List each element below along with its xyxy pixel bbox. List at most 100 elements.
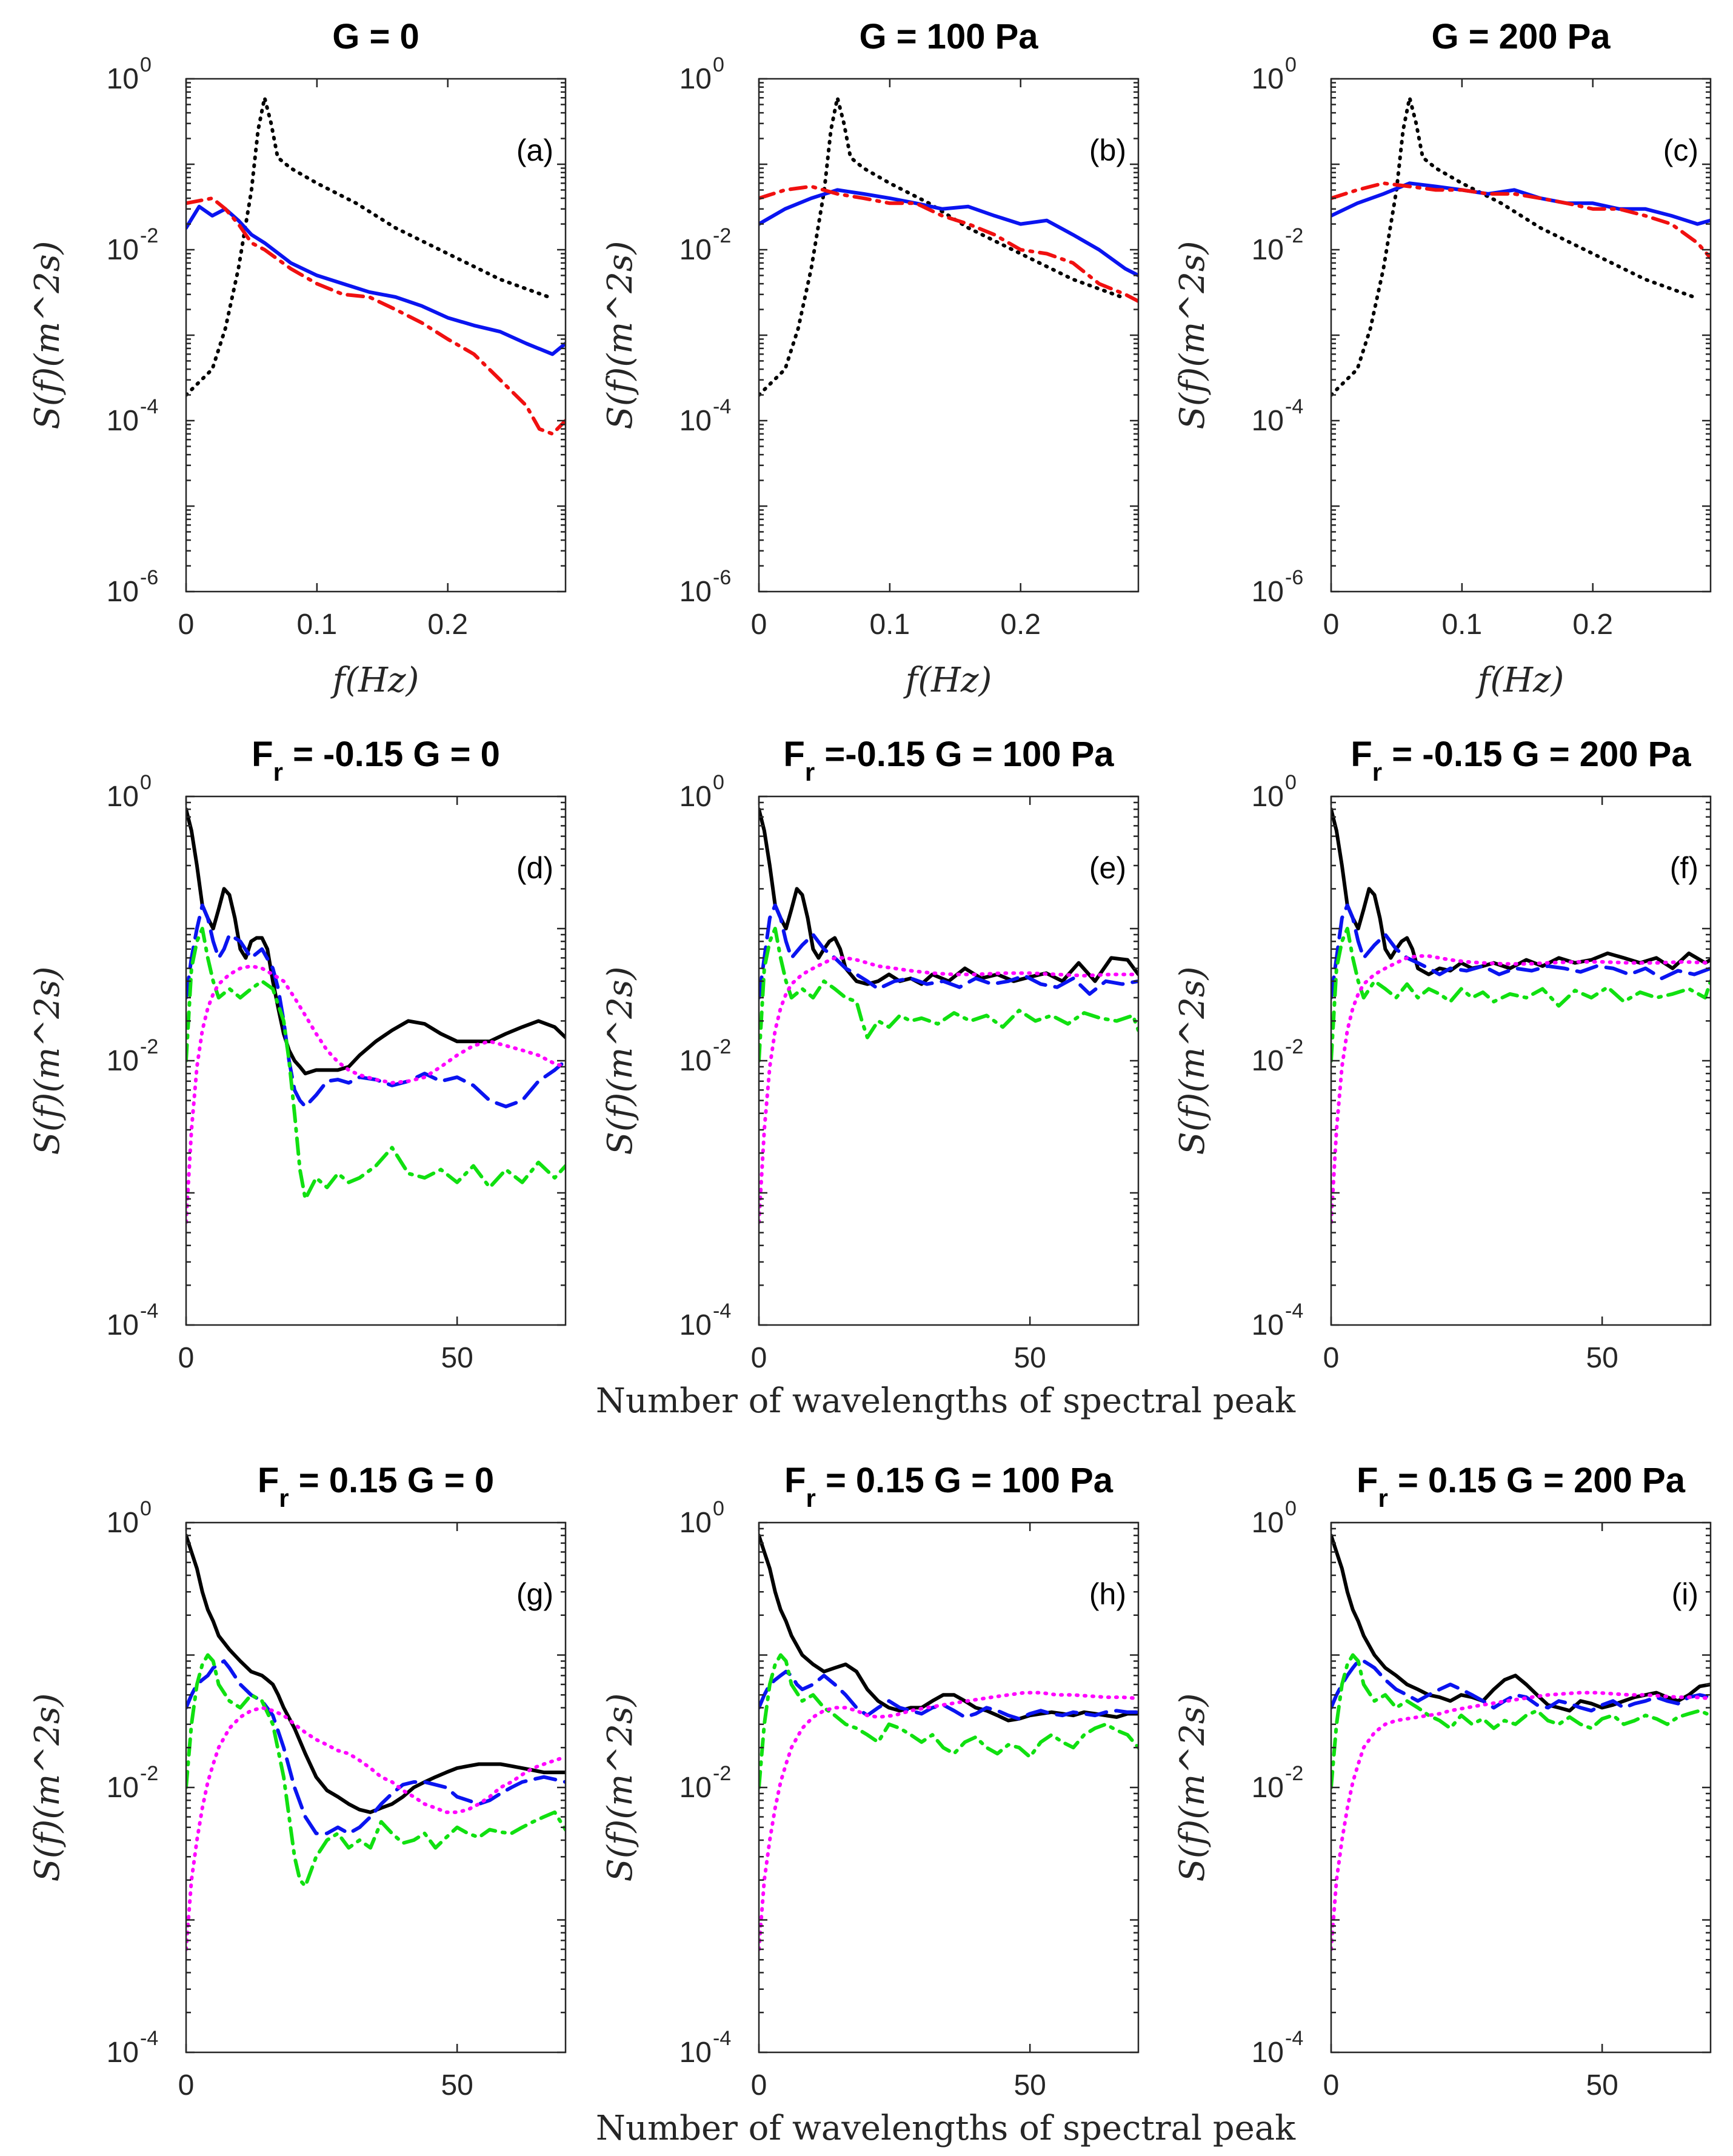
- series-line-magenta-dotted: [1331, 1690, 1711, 1951]
- series-line-blue-dashed: [1331, 1659, 1711, 1713]
- series-group: [759, 807, 1138, 1224]
- plot-frame: [185, 795, 567, 1326]
- y-tick-exponent: 0: [140, 1497, 152, 1520]
- y-tick-exponent: -6: [140, 566, 158, 589]
- x-axis-label: f(Hz): [1475, 661, 1564, 700]
- y-tick-label: 10: [1252, 1309, 1284, 1341]
- series-line-blue-dashed: [759, 1669, 1138, 1721]
- panel-label: (h): [1089, 1577, 1126, 1611]
- series-line-blue-dashed: [186, 1659, 566, 1835]
- x-axis-label: f(Hz): [903, 661, 992, 700]
- y-tick-exponent: -4: [713, 395, 731, 418]
- x-tick-label: 0: [751, 609, 767, 641]
- panel-label: (c): [1663, 133, 1698, 167]
- series-line-red-dash-dot: [759, 184, 1138, 303]
- y-axis-label: S(f)(m^2s): [1173, 967, 1212, 1155]
- y-tick-label: 10: [680, 576, 712, 608]
- series-line-green-dash-dot: [1331, 927, 1711, 1063]
- series-line-green-dash-dot: [759, 1653, 1138, 1789]
- row3-xlabel: Number of wavelengths of spectral peak: [596, 2109, 1296, 2148]
- y-tick-exponent: -4: [140, 395, 158, 418]
- series-line-black-dotted: [1331, 96, 1700, 397]
- y-tick-exponent: 0: [140, 53, 152, 76]
- plot-frame: [758, 795, 1140, 1326]
- series-group: [1331, 1534, 1711, 1951]
- y-tick-exponent: -2: [1285, 1762, 1303, 1785]
- y-axis-label: S(f)(m^2s): [28, 967, 67, 1155]
- title-rest: = 0.15 G = 0: [289, 1461, 495, 1500]
- series-group: [759, 96, 1138, 397]
- y-tick-label: 10: [107, 1045, 139, 1077]
- panel-title: Fr = 0.15 G = 100 Pa: [784, 1461, 1114, 1512]
- panel-b: 0 0.1 0.210-610-410-210 0S(f)(m^2s)f(Hz)(b)…: [601, 17, 1140, 700]
- y-tick-label: 10: [107, 1507, 139, 1539]
- panel-title: G = 0: [332, 17, 419, 56]
- y-tick-exponent: -4: [1285, 2027, 1303, 2050]
- y-tick-label: 10: [107, 1772, 139, 1804]
- y-tick-label: 10: [1252, 2037, 1284, 2069]
- x-tick-label: 0: [1323, 1342, 1340, 1374]
- y-tick-label: 10: [680, 234, 712, 266]
- panel-title: Fr = 0.15 G = 0: [258, 1461, 494, 1512]
- y-tick-label: 10: [680, 405, 712, 437]
- y-tick-exponent: 0: [140, 771, 152, 794]
- y-tick-label: 10: [680, 781, 712, 813]
- series-line-green-dash-dot: [1331, 1653, 1711, 1789]
- y-tick-exponent: 0: [713, 771, 724, 794]
- title-rest: =-0.15 G = 100 Pa: [815, 735, 1114, 774]
- series-line-blue-dashed: [1331, 903, 1711, 1000]
- panel-title: Fr = 0.15 G = 200 Pa: [1357, 1461, 1686, 1512]
- panel-a: 0 0.1 0.210-610-410-210 0S(f)(m^2s)f(Hz)(a)…: [28, 17, 567, 700]
- y-tick-label: 10: [680, 1772, 712, 1804]
- y-tick-exponent: 0: [713, 53, 724, 76]
- x-axis-label: f(Hz): [330, 661, 419, 700]
- x-tick-label: 0: [1323, 2069, 1340, 2101]
- x-tick-label: 50: [1586, 2069, 1618, 2101]
- y-tick-exponent: -2: [713, 224, 731, 247]
- row2-xlabel: Number of wavelengths of spectral peak: [596, 1381, 1296, 1421]
- y-axis-label: S(f)(m^2s): [601, 967, 640, 1155]
- panel-title: Fr = -0.15 G = 200 Pa: [1351, 735, 1691, 786]
- series-line-black-solid: [186, 807, 566, 1076]
- series-group: [186, 807, 566, 1224]
- panel-label: (e): [1089, 851, 1126, 885]
- y-tick-label: 10: [1252, 1772, 1284, 1804]
- x-tick-label: 0.2: [1572, 609, 1613, 641]
- panel-title: Fr = -0.15 G = 0: [252, 735, 500, 786]
- y-tick-label: 10: [1252, 234, 1284, 266]
- y-axis-label: S(f)(m^2s): [601, 1694, 640, 1882]
- series-line-blue-dashed: [186, 903, 566, 1109]
- y-tick-exponent: -4: [1285, 1300, 1303, 1323]
- y-tick-exponent: -4: [713, 2027, 731, 2050]
- y-tick-label: 10: [107, 63, 139, 95]
- series-line-black-dotted: [186, 96, 555, 397]
- series-line-green-dash-dot: [186, 927, 566, 1201]
- panel-c: 0 0.1 0.210-610-410-210 0S(f)(m^2s)f(Hz)(c)…: [1173, 17, 1712, 700]
- y-tick-exponent: -4: [140, 1300, 158, 1323]
- y-tick-exponent: -2: [1285, 224, 1303, 247]
- y-tick-label: 10: [680, 1045, 712, 1077]
- series-line-blue-solid: [759, 188, 1138, 278]
- x-tick-label: 0: [751, 1342, 767, 1374]
- series-line-black-dotted: [759, 96, 1127, 397]
- series-group: [759, 1534, 1138, 1951]
- y-tick-exponent: -2: [1285, 1035, 1303, 1058]
- series-line-magenta-dotted: [186, 964, 566, 1224]
- x-tick-label: 0.1: [869, 609, 910, 641]
- y-tick-exponent: -2: [713, 1035, 731, 1058]
- title-main: F: [1357, 1461, 1378, 1500]
- title-rest: = 0.15 G = 100 Pa: [816, 1461, 1114, 1500]
- series-line-black-solid: [186, 1534, 566, 1814]
- y-tick-label: 10: [1252, 63, 1284, 95]
- series-line-magenta-dotted: [759, 1690, 1138, 1951]
- title-subscript: r: [1372, 758, 1382, 786]
- series-line-magenta-dotted: [759, 956, 1138, 1224]
- y-tick-exponent: -4: [140, 2027, 158, 2050]
- x-tick-label: 0.1: [1441, 609, 1482, 641]
- y-axis-label: S(f)(m^2s): [1173, 1694, 1212, 1882]
- panel-title: G = 200 Pa: [1431, 17, 1611, 56]
- series-group: [186, 1534, 566, 1951]
